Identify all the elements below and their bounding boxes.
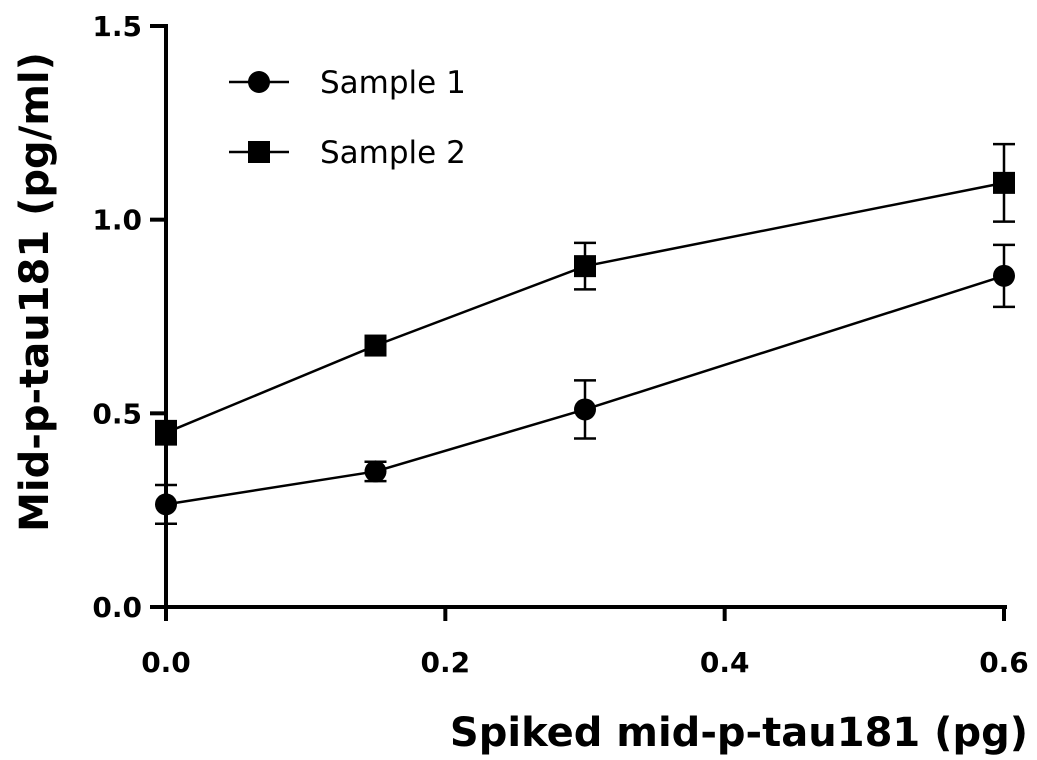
legend-item: Sample 2 (229, 135, 466, 171)
legend: Sample 1 Sample 2 (229, 65, 466, 171)
data-point (574, 398, 596, 421)
y-tick-label: 0.0 (92, 591, 142, 624)
data-point (574, 255, 596, 278)
y-tick-label: 1.0 (92, 204, 142, 237)
ticks: 0.0 0.2 0.4 0.6 0.0 0.5 1.0 1.5 (92, 10, 1028, 679)
series-2 (155, 142, 1015, 446)
data-point (155, 421, 177, 444)
legend-marker (248, 71, 270, 93)
data-point (993, 264, 1015, 287)
series-line (165, 181, 1005, 434)
y-axis-title: Mid-p-tau181 (pg/ml) (12, 52, 58, 532)
legend-label: Sample 2 (320, 135, 466, 171)
x-tick-label: 0.6 (979, 646, 1029, 679)
legend-label: Sample 1 (320, 65, 466, 101)
series-line (165, 274, 1005, 506)
data-point (155, 493, 177, 516)
y-tick-label: 1.5 (92, 10, 142, 43)
legend-marker (248, 141, 270, 163)
y-tick-label: 0.5 (92, 397, 142, 430)
legend-item: Sample 1 (229, 65, 466, 101)
x-tick-label: 0.4 (700, 646, 750, 679)
data-point (364, 460, 387, 483)
x-axis-title: Spiked mid-p-tau181 (pg) (450, 710, 1028, 756)
series-1 (155, 243, 1015, 525)
plot-area (155, 142, 1015, 525)
x-tick-label: 0.0 (141, 646, 191, 679)
data-point (364, 334, 387, 357)
data-point (993, 171, 1015, 194)
x-tick-label: 0.2 (421, 646, 471, 679)
